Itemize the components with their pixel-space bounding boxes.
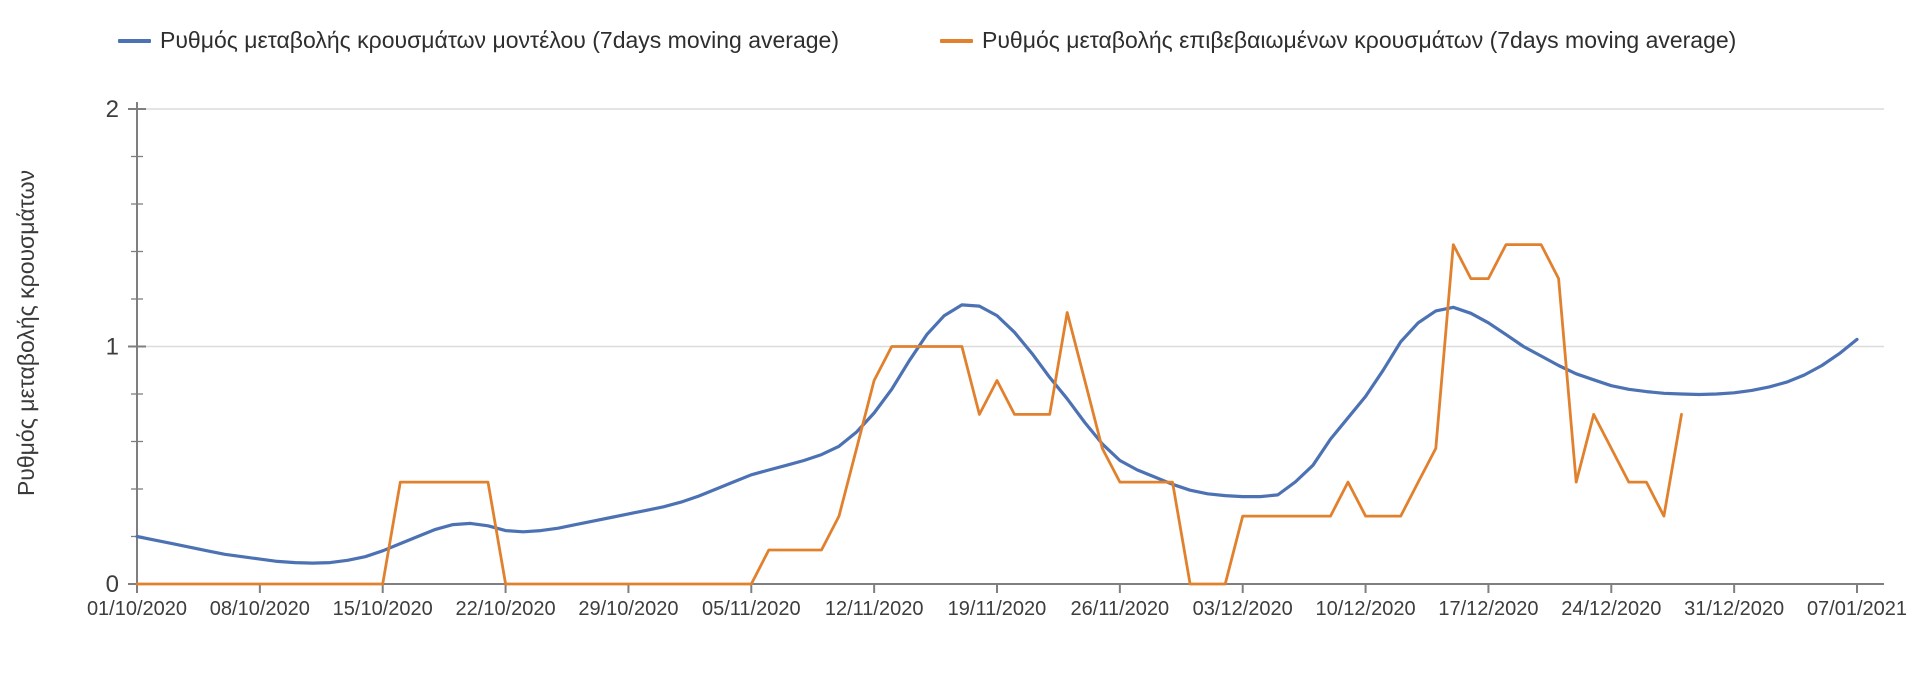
legend-line-marker-blue-icon <box>118 38 151 43</box>
series-line-confirmed <box>135 243 1683 586</box>
y-tick-label: 0 <box>106 571 119 598</box>
legend-item-confirmed[interactable]: Ρυθμός μεταβολής επιβεβαιωμένων κρουσμάτ… <box>940 27 1736 54</box>
x-tick-label: 15/10/2020 <box>333 598 433 620</box>
x-tick-label: 01/10/2020 <box>87 598 187 620</box>
x-tick-label: 08/10/2020 <box>210 598 310 620</box>
x-tick-label: 24/12/2020 <box>1561 598 1661 620</box>
x-tick-label: 12/11/2020 <box>825 598 924 620</box>
x-tick-label: 22/10/2020 <box>456 598 556 620</box>
legend-item-model[interactable]: Ρυθμός μεταβολής κρουσμάτων μοντέλου (7d… <box>118 27 839 54</box>
series-line-model <box>135 303 1859 565</box>
y-tick-label: 2 <box>106 96 119 123</box>
x-tick-label: 19/11/2020 <box>948 598 1047 620</box>
x-tick-label: 03/12/2020 <box>1193 598 1293 620</box>
x-tick-label: 05/11/2020 <box>702 598 801 620</box>
x-tick-label: 17/12/2020 <box>1438 598 1538 620</box>
x-tick-label: 31/12/2020 <box>1684 598 1784 620</box>
legend-label-model: Ρυθμός μεταβολής κρουσμάτων μοντέλου (7d… <box>160 27 839 53</box>
x-tick-label: 29/10/2020 <box>578 598 678 620</box>
legend-label-confirmed: Ρυθμός μεταβολής επιβεβαιωμένων κρουσμάτ… <box>982 27 1737 53</box>
legend-line-marker-orange-icon <box>940 38 973 43</box>
y-axis-title: Ρυθμός μεταβολής κρουσμάτων <box>13 169 39 497</box>
x-tick-label: 26/11/2020 <box>1071 598 1170 620</box>
y-tick-label: 1 <box>106 334 119 361</box>
x-tick-label: 10/12/2020 <box>1316 598 1416 620</box>
x-tick-label: 07/01/2021 <box>1807 598 1907 620</box>
